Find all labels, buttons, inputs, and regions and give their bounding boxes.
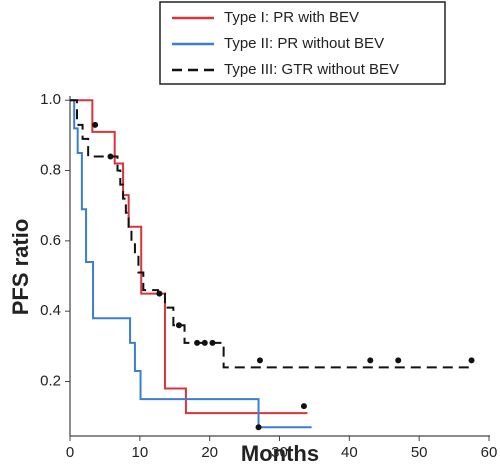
censor-mark [256, 357, 263, 364]
y-tick-label: 0.8 [40, 162, 61, 179]
censor-mark [194, 339, 201, 346]
censor-mark [300, 403, 307, 410]
survival-curve [70, 99, 308, 415]
censor-mark [209, 339, 216, 346]
x-tick-label: 20 [201, 444, 218, 461]
x-tick-label: 60 [481, 444, 498, 461]
x-tick-label: 50 [411, 444, 428, 461]
y-tick-label: 1.0 [40, 91, 61, 108]
censor-mark [107, 153, 114, 160]
censor-mark [156, 290, 163, 297]
censor-mark [395, 357, 402, 364]
legend-label: Type III: GTR without BEV [224, 61, 399, 78]
censor-mark [201, 339, 208, 346]
censor-mark [255, 424, 262, 431]
y-tick-label: 0.6 [40, 232, 61, 249]
x-axis-title: Months [241, 441, 319, 466]
censor-mark [468, 357, 475, 364]
x-tick-label: 40 [341, 444, 358, 461]
censor-mark [175, 322, 182, 329]
y-tick-label: 0.4 [40, 302, 61, 319]
survival-curve [70, 99, 472, 369]
censor-mark [367, 357, 374, 364]
y-axis-title: PFS ratio [8, 219, 33, 316]
censor-mark [92, 121, 99, 128]
legend-label: Type I: PR with BEV [224, 9, 359, 26]
x-tick-label: 30 [271, 444, 288, 461]
x-tick-label: 10 [131, 444, 148, 461]
survival-curve [70, 99, 312, 429]
x-tick-label: 0 [66, 444, 74, 461]
legend-label: Type II: PR without BEV [224, 35, 384, 52]
y-tick-label: 0.2 [40, 372, 61, 389]
